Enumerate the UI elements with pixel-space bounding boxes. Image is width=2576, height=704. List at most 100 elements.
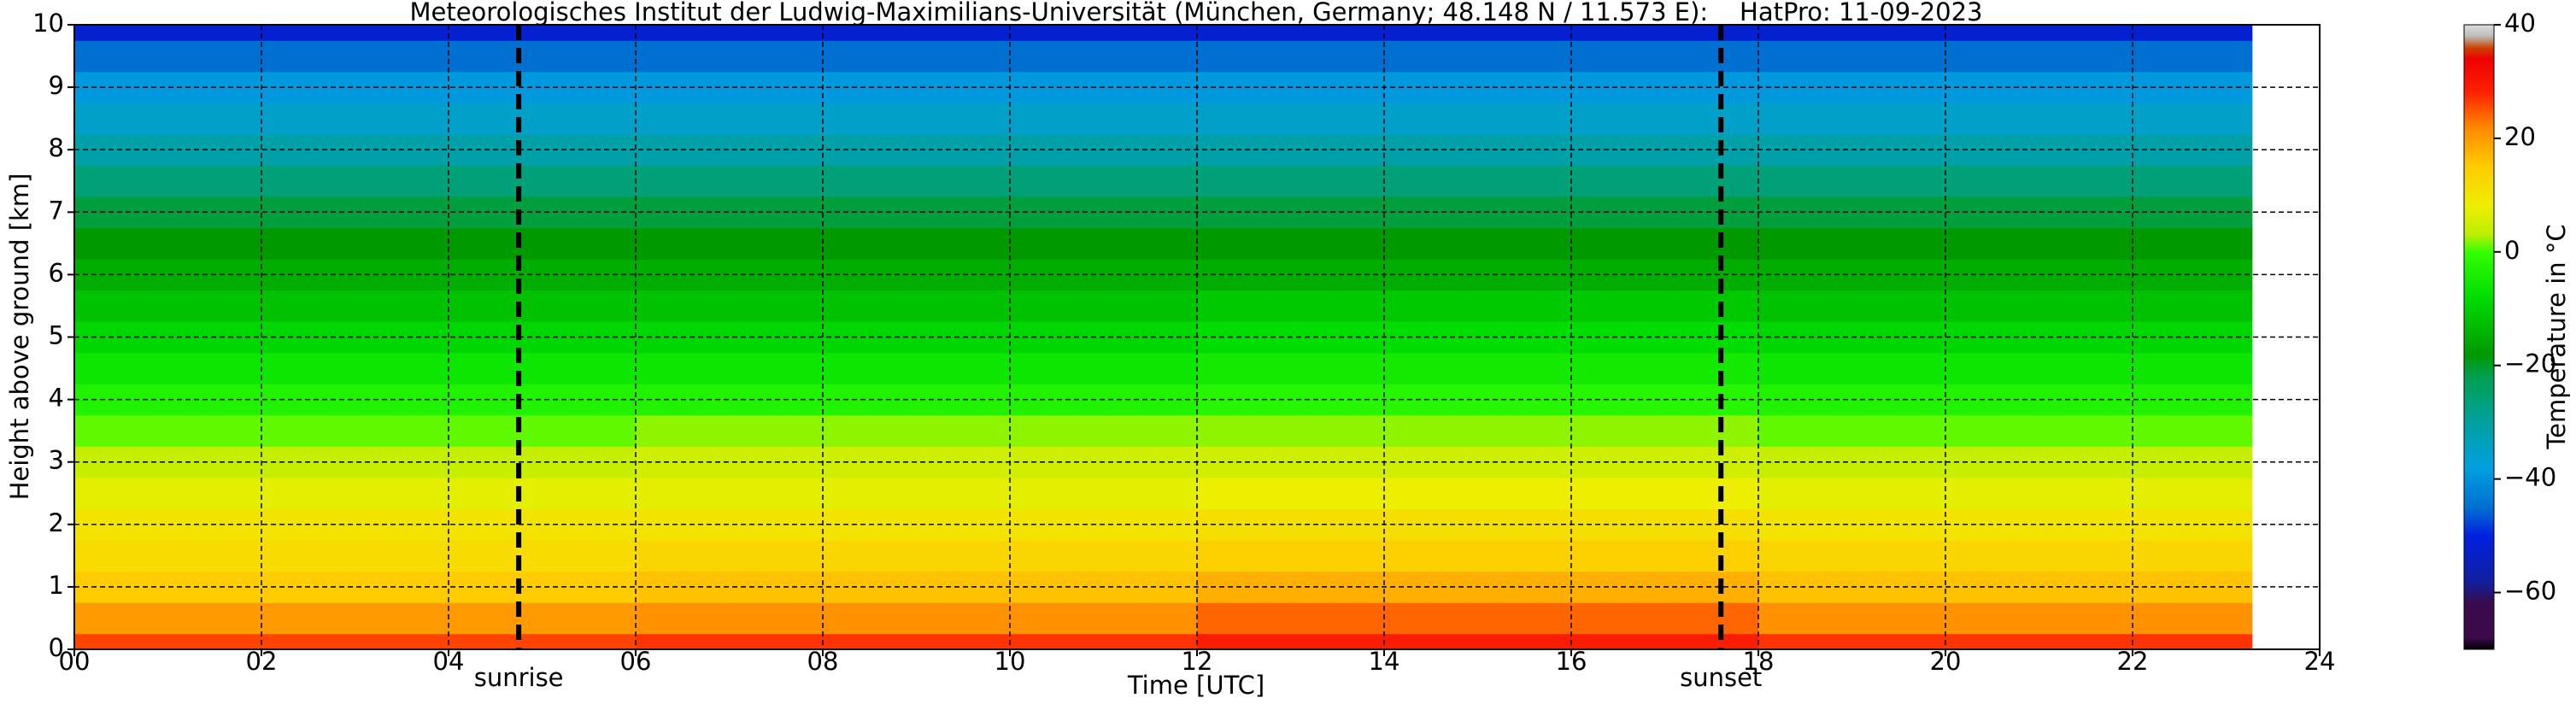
heat-cell bbox=[74, 133, 637, 166]
x-tick-label: 00 bbox=[59, 647, 91, 676]
annotation-label: sunset bbox=[1680, 663, 1762, 692]
heat-cell bbox=[1758, 165, 2255, 197]
colorbar-tick-label: 0 bbox=[2504, 236, 2520, 265]
heat-cell bbox=[1758, 540, 2255, 572]
heat-cell bbox=[636, 25, 1198, 41]
plot-frame bbox=[73, 24, 2321, 650]
heat-cell bbox=[1758, 602, 2255, 635]
colorbar-segment bbox=[2464, 47, 2494, 60]
heat-cell bbox=[74, 290, 637, 322]
colorbar-tick-label: −20 bbox=[2504, 349, 2556, 378]
x-tick-label: 12 bbox=[1182, 647, 1213, 676]
x-tick-label: 02 bbox=[246, 647, 278, 676]
heat-cell bbox=[1197, 602, 1759, 635]
heat-cell bbox=[636, 477, 1198, 510]
colorbar-segment bbox=[2464, 507, 2494, 537]
heat-cell bbox=[1197, 633, 1759, 649]
y-tick-label: 0 bbox=[49, 633, 64, 662]
heat-cell bbox=[74, 40, 637, 73]
colorbar-segment bbox=[2464, 467, 2494, 508]
colorbar-segment bbox=[2464, 126, 2494, 167]
heat-cell bbox=[636, 414, 1198, 447]
y-tick-label: 3 bbox=[49, 446, 64, 475]
heat-cell bbox=[74, 103, 637, 135]
heat-cell bbox=[74, 259, 637, 291]
heat-cell bbox=[1758, 290, 2255, 322]
colorbar-label: Temperature in °C bbox=[2542, 224, 2571, 449]
heat-cell bbox=[1758, 633, 2255, 649]
heat-cell bbox=[1197, 414, 1759, 447]
colorbar-tick-label: −40 bbox=[2504, 463, 2556, 492]
colorbar-segment bbox=[2464, 536, 2494, 582]
y-tick-label: 2 bbox=[49, 508, 64, 537]
colorbar-segment bbox=[2464, 603, 2494, 639]
colorbar-segment bbox=[2464, 234, 2494, 253]
heat-cell bbox=[74, 414, 637, 447]
y-axis-label: Height above ground [km] bbox=[5, 173, 34, 501]
colorbar-frame bbox=[2463, 24, 2495, 650]
y-tick-label: 5 bbox=[49, 321, 64, 350]
colorbar-segment bbox=[2464, 377, 2494, 423]
colorbar-segment bbox=[2464, 422, 2494, 468]
x-tick-label: 20 bbox=[1930, 647, 1962, 676]
y-tick-label: 1 bbox=[49, 571, 64, 600]
heat-cell bbox=[1197, 165, 1759, 197]
heat-cell bbox=[636, 103, 1198, 135]
heat-cell bbox=[74, 71, 637, 103]
y-tick-label: 4 bbox=[49, 384, 64, 413]
x-tick-label: 18 bbox=[1743, 647, 1775, 676]
chart-title: Meteorologisches Institut der Ludwig-Max… bbox=[409, 0, 1982, 26]
heat-cell bbox=[636, 633, 1198, 649]
heat-cell bbox=[1197, 352, 1759, 384]
heat-cell bbox=[1758, 25, 2255, 41]
heat-cell bbox=[74, 571, 637, 603]
heat-cell bbox=[636, 602, 1198, 635]
heat-cell bbox=[74, 227, 637, 260]
colorbar-segment bbox=[2464, 92, 2494, 128]
heat-cell bbox=[636, 165, 1198, 197]
heat-cell bbox=[636, 290, 1198, 322]
heat-cell bbox=[636, 352, 1198, 384]
heat-cell bbox=[1758, 352, 2255, 384]
y-tick-label: 9 bbox=[49, 71, 64, 100]
heat-cell bbox=[74, 540, 637, 572]
x-tick-label: 24 bbox=[2304, 647, 2336, 676]
heat-cell bbox=[74, 321, 637, 354]
heat-cell bbox=[636, 40, 1198, 73]
heat-cell bbox=[1758, 477, 2255, 510]
heat-cell bbox=[636, 227, 1198, 260]
x-tick-label: 04 bbox=[433, 647, 465, 676]
heat-cell bbox=[74, 352, 637, 384]
colorbar-segment bbox=[2464, 167, 2494, 208]
y-tick-label: 10 bbox=[32, 9, 64, 38]
colorbar-segment bbox=[2464, 581, 2494, 605]
heat-cell bbox=[74, 446, 637, 478]
colorbar-segment bbox=[2464, 36, 2494, 49]
heat-cell bbox=[1197, 227, 1759, 260]
x-tick-label: 10 bbox=[995, 647, 1026, 676]
colorbar-segment bbox=[2464, 354, 2494, 378]
heat-cell bbox=[74, 508, 637, 541]
heat-cell bbox=[74, 197, 637, 229]
colorbar-tick-label: −60 bbox=[2504, 577, 2556, 606]
colorbar-tick-label: 40 bbox=[2504, 9, 2536, 38]
heat-cell bbox=[1197, 103, 1759, 135]
heat-cell bbox=[1197, 540, 1759, 572]
heat-cell bbox=[74, 165, 637, 197]
heat-cell bbox=[1197, 25, 1759, 41]
heat-cell bbox=[1758, 414, 2255, 447]
heat-cell bbox=[74, 633, 637, 649]
colorbar-segment bbox=[2464, 251, 2494, 298]
colorbar-segment bbox=[2464, 25, 2494, 37]
x-tick-label: 06 bbox=[620, 647, 652, 676]
heat-cell bbox=[1197, 40, 1759, 73]
annotation-label: sunrise bbox=[474, 663, 564, 692]
colorbar-segment bbox=[2464, 206, 2494, 236]
heat-cell bbox=[74, 602, 637, 635]
y-tick-label: 6 bbox=[49, 258, 64, 287]
heat-cell bbox=[74, 384, 637, 416]
heat-cell bbox=[1197, 477, 1759, 510]
colorbar-segment bbox=[2464, 296, 2494, 355]
heat-cell bbox=[636, 540, 1198, 572]
